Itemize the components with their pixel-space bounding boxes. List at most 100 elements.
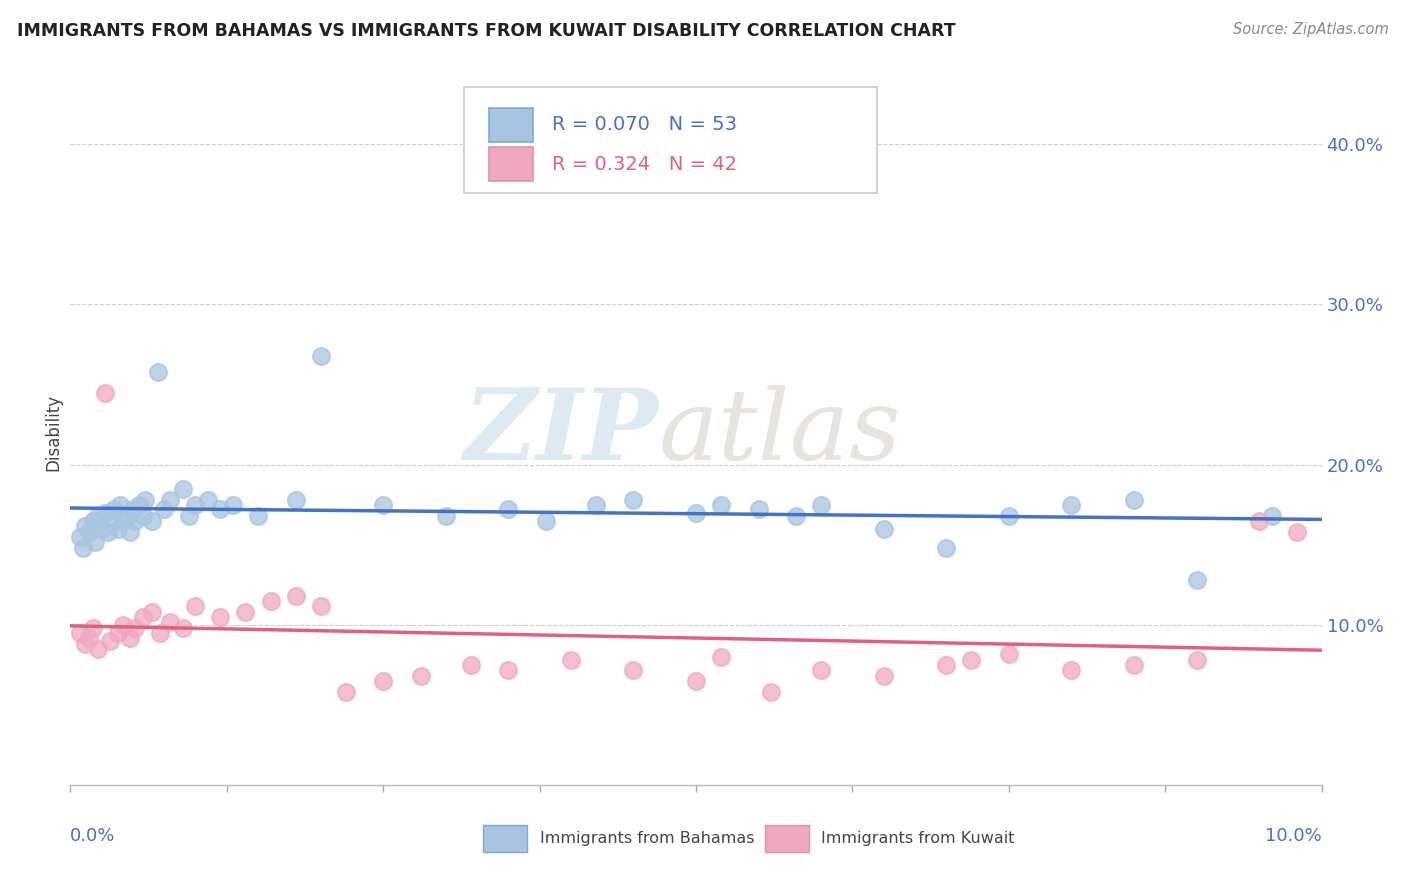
Point	[498, 502, 520, 516]
Point	[87, 508, 110, 523]
Point	[90, 522, 112, 536]
Point	[710, 498, 733, 512]
Point	[98, 633, 121, 648]
Point	[84, 534, 107, 549]
Point	[72, 541, 94, 555]
Point	[1185, 573, 1208, 587]
Point	[247, 508, 270, 523]
Point	[179, 508, 201, 523]
Point	[69, 530, 91, 544]
Point	[94, 385, 117, 400]
Point	[409, 669, 432, 683]
Point	[810, 663, 832, 677]
Point	[128, 498, 150, 512]
Point	[685, 506, 707, 520]
Point	[1060, 663, 1083, 677]
Point	[146, 365, 169, 379]
Point	[1285, 524, 1308, 539]
Point	[309, 349, 332, 363]
Point	[184, 498, 207, 512]
Point	[259, 594, 281, 608]
Point	[560, 653, 582, 667]
FancyBboxPatch shape	[489, 147, 533, 181]
Point	[159, 615, 181, 629]
Point	[82, 514, 104, 528]
Text: R = 0.070   N = 53: R = 0.070 N = 53	[553, 115, 737, 134]
Text: IMMIGRANTS FROM BAHAMAS VS IMMIGRANTS FROM KUWAIT DISABILITY CORRELATION CHART: IMMIGRANTS FROM BAHAMAS VS IMMIGRANTS FR…	[17, 22, 956, 40]
Point	[120, 631, 142, 645]
Point	[872, 669, 894, 683]
Point	[149, 625, 172, 640]
Point	[153, 502, 176, 516]
Point	[77, 524, 100, 539]
Point	[1123, 492, 1146, 507]
Point	[1249, 514, 1271, 528]
Point	[960, 653, 983, 667]
Point	[235, 605, 257, 619]
Point	[124, 514, 146, 528]
Text: 0.0%: 0.0%	[70, 827, 115, 846]
Point	[710, 649, 733, 664]
Point	[371, 673, 394, 688]
Point	[69, 625, 91, 640]
Point	[107, 625, 129, 640]
Point	[1260, 508, 1282, 523]
Point	[621, 492, 644, 507]
Text: ZIP: ZIP	[464, 384, 658, 481]
Point	[141, 605, 163, 619]
Point	[134, 492, 156, 507]
Point	[110, 498, 132, 512]
Point	[935, 541, 957, 555]
Point	[111, 617, 134, 632]
Text: 10.0%: 10.0%	[1265, 827, 1322, 846]
Point	[141, 514, 163, 528]
Text: Source: ZipAtlas.com: Source: ZipAtlas.com	[1233, 22, 1389, 37]
Point	[872, 522, 894, 536]
Point	[103, 502, 125, 516]
Point	[759, 685, 782, 699]
Point	[132, 609, 155, 624]
Point	[75, 518, 97, 533]
Point	[172, 621, 194, 635]
Point	[184, 599, 207, 613]
Point	[98, 514, 121, 528]
Point	[197, 492, 219, 507]
Point	[621, 663, 644, 677]
Point	[498, 663, 520, 677]
Point	[132, 508, 155, 523]
Point	[371, 498, 394, 512]
Point	[77, 631, 100, 645]
Point	[97, 524, 120, 539]
Point	[685, 673, 707, 688]
Point	[810, 498, 832, 512]
Point	[209, 502, 232, 516]
Point	[121, 502, 145, 516]
Text: Immigrants from Bahamas: Immigrants from Bahamas	[540, 831, 754, 846]
Y-axis label: Disability: Disability	[44, 394, 62, 471]
Point	[785, 508, 807, 523]
Point	[434, 508, 457, 523]
FancyBboxPatch shape	[484, 825, 527, 852]
Text: Immigrants from Kuwait: Immigrants from Kuwait	[821, 831, 1015, 846]
Point	[87, 641, 110, 656]
Point	[94, 506, 117, 520]
Point	[111, 514, 134, 528]
Text: atlas: atlas	[658, 385, 901, 480]
FancyBboxPatch shape	[765, 825, 808, 852]
Point	[997, 508, 1019, 523]
Point	[284, 492, 307, 507]
Point	[460, 657, 482, 672]
Point	[534, 514, 557, 528]
Point	[172, 482, 194, 496]
FancyBboxPatch shape	[489, 108, 533, 142]
Point	[209, 609, 232, 624]
Point	[75, 637, 97, 651]
Point	[748, 502, 770, 516]
Point	[124, 621, 146, 635]
Point	[222, 498, 245, 512]
Point	[159, 492, 181, 507]
Point	[935, 657, 957, 672]
Point	[82, 621, 104, 635]
Point	[997, 647, 1019, 661]
Point	[335, 685, 357, 699]
